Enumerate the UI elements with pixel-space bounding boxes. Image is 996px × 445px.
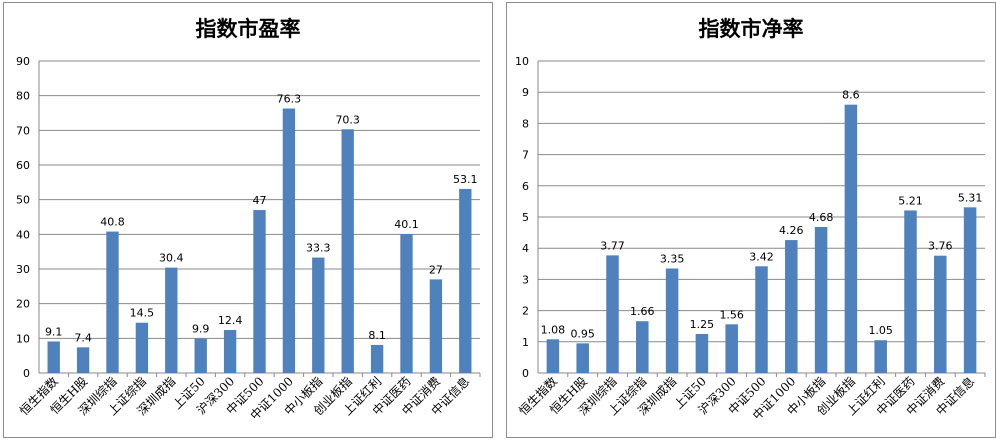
pb-data-label: 0.95 [570,327,595,340]
pb-bar [755,266,768,373]
pe-data-label: 27 [429,263,443,276]
pe-data-label: 8.1 [368,329,386,342]
pe-ytick-label: 40 [16,228,30,241]
pb-data-label: 3.76 [928,240,953,253]
pb-chart-panel: 指数市净率 0 1 2 3 4 5 6 7 8 9 10 1.08 恒生指数 0.95 恒生H股 3.77 深圳… [506,2,996,438]
pb-bar [606,255,619,373]
pe-chart-plot: 01020304050607080909.1恒生指数7.4恒生H股40.8深圳综… [16,55,481,423]
pe-data-label: 76.3 [277,92,302,105]
pe-bar [223,330,237,373]
pe-bar [370,344,384,373]
pe-bar [341,129,354,373]
pe-bar [459,188,472,373]
pe-bar [135,322,149,373]
pb-bar [874,340,887,373]
pe-bar [106,231,119,373]
pe-data-label: 53.1 [453,173,478,186]
pb-ytick-label: 7 [522,149,529,162]
pb-ytick-label: 4 [522,242,529,255]
pe-data-label: 30.4 [159,252,184,265]
pb-ytick-label: 0 [522,367,529,380]
pe-data-label: 40.1 [394,218,419,231]
pb-data-label: 1.08 [541,323,566,336]
pb-ytick-label: 3 [522,273,529,286]
pe-data-label: 47 [253,194,267,207]
pb-data-label: 8.6 [842,89,860,102]
pb-bar [904,210,917,373]
pe-bar [165,267,178,373]
pb-chart-plot: 0123456789101.08恒生指数0.95恒生H股3.77深圳综指1.66… [515,55,986,423]
pb-bar [785,240,798,373]
pe-ytick-label: 10 [16,332,30,345]
pe-chart-title: 指数市盈率 [195,17,301,41]
pe-chart-panel: 指数市盈率 0 10 20 30 40 50 60 70 80 90 9.1 恒生指数 7.4 恒生H股 4… [3,2,493,438]
pe-bar [76,347,90,373]
pb-bar [814,226,828,373]
pb-data-label: 5.21 [898,194,923,207]
pe-data-label: 12.4 [218,314,243,327]
pb-data-label: 1.66 [630,305,655,318]
pb-data-label: 1.05 [868,324,893,337]
pb-bar [844,104,858,374]
pb-chart-title: 指数市净率 [698,17,804,41]
pb-data-label: 1.56 [719,308,744,321]
pe-ytick-label: 60 [16,159,30,172]
pb-ytick-label: 5 [522,211,529,224]
pe-ytick-label: 50 [16,194,30,207]
pb-ytick-label: 9 [522,86,529,99]
pe-data-label: 14.5 [130,307,155,320]
pb-ytick-label: 8 [522,117,529,130]
pe-bar [429,279,443,373]
pb-data-label: 4.26 [779,224,804,237]
pe-data-label: 9.9 [192,323,210,336]
pb-data-label: 3.35 [660,252,685,265]
pb-bar [636,321,649,373]
pe-data-label: 9.1 [45,325,63,338]
pe-bar [312,257,325,373]
pb-data-label: 5.31 [958,191,983,204]
pe-ytick-label: 0 [23,367,30,380]
pb-data-label: 4.68 [809,211,834,224]
pe-data-label: 7.4 [74,331,92,344]
pe-bar [282,108,296,373]
pe-bar [400,233,413,373]
pb-bar [963,207,977,373]
pe-ytick-label: 20 [16,298,30,311]
pb-ytick-label: 6 [522,180,529,193]
pe-bar [47,341,60,373]
pb-data-label: 3.42 [749,250,774,263]
pe-bar [194,338,207,373]
pe-bar [253,210,266,373]
pb-bar [546,339,560,373]
pb-data-label: 3.77 [600,239,625,252]
pe-data-label: 40.8 [100,216,125,229]
pe-data-label: 33.3 [306,242,331,255]
pe-ytick-label: 80 [16,90,30,103]
pb-ytick-label: 2 [522,305,529,318]
pb-bar [934,255,947,373]
pb-ytick-label: 10 [515,55,529,68]
pb-bar [695,334,709,373]
pb-bar [576,343,589,373]
pb-ytick-label: 1 [522,336,529,349]
pb-bar [725,324,738,373]
pe-ytick-label: 30 [16,263,30,276]
pb-data-label: 1.25 [690,318,715,331]
pe-data-label: 70.3 [335,113,360,126]
pe-ytick-label: 90 [16,55,30,68]
pe-ytick-label: 70 [16,124,30,137]
pb-bar [665,268,679,373]
